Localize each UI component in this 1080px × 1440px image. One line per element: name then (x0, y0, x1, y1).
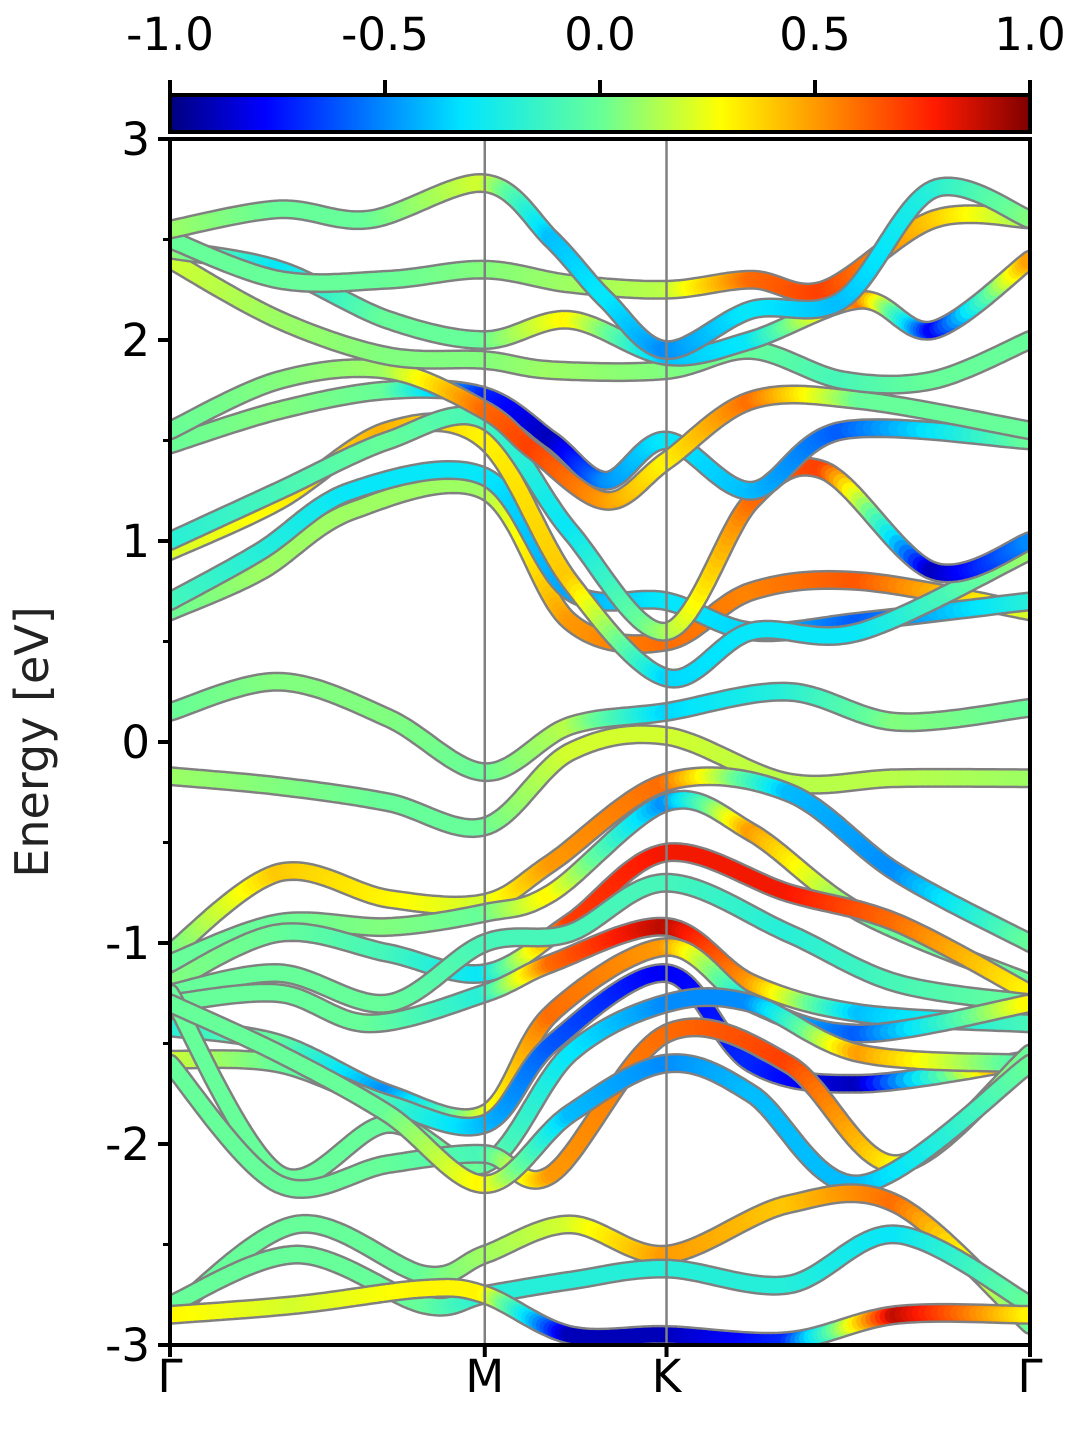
band-25 (170, 1277, 1030, 1345)
band-23 (170, 1183, 1030, 1335)
band-13 (170, 766, 1030, 963)
colorbar: -1.0 -0.5 0.0 0.5 1.0 (126, 8, 1066, 134)
colorbar-ticks: -1.0 -0.5 0.0 0.5 1.0 (126, 8, 1066, 95)
colorbar-gradient (168, 93, 1032, 134)
band-16 (170, 872, 1030, 1014)
colorbar-tick-label: 0.5 (779, 8, 851, 61)
band-22 (170, 993, 1030, 1195)
colorbar-tick-label: 1.0 (994, 8, 1066, 61)
band-7 (170, 378, 1030, 501)
band-1 (170, 671, 1030, 783)
band-12 (170, 173, 1030, 361)
band-6 (170, 405, 1030, 642)
colorbar-tick-label: -0.5 (341, 8, 429, 61)
bands (170, 173, 1030, 1345)
band-24 (170, 1224, 1030, 1317)
colorbar-tick-label: 0.0 (564, 8, 636, 61)
band-8 (170, 358, 1030, 511)
band-2 (170, 724, 1030, 839)
colorbar-tick-label: -1.0 (126, 8, 214, 61)
